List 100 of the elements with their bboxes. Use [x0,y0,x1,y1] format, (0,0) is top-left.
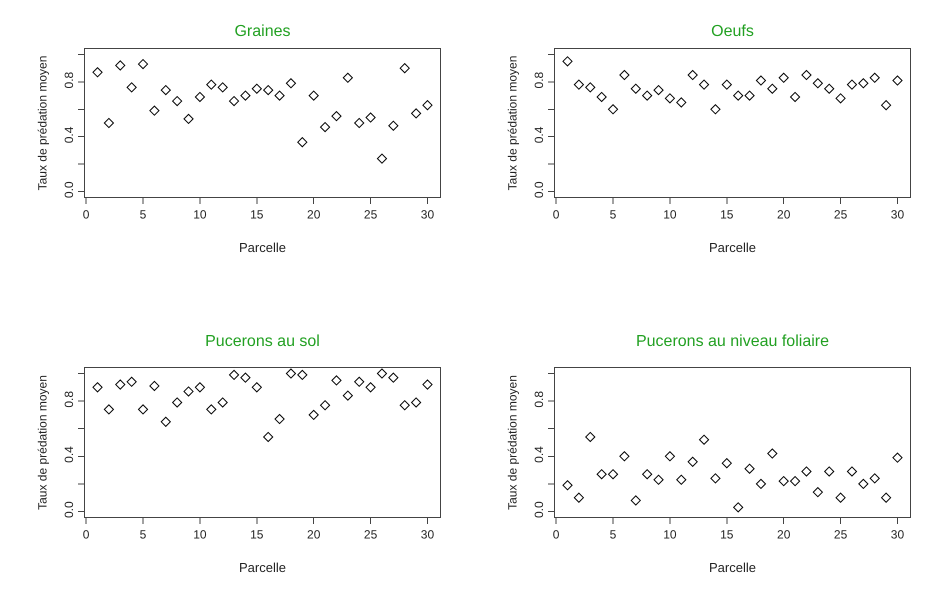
point [642,469,652,480]
point [790,92,800,102]
y-axis-title: Taux de prédation moyen [36,56,50,190]
point [756,478,766,489]
x-tick-label: 10 [193,207,207,222]
x-tick-label: 30 [890,527,904,542]
point [194,92,205,102]
point [286,368,296,379]
point [653,85,664,96]
point [376,368,388,379]
point [608,469,618,480]
point [274,90,285,101]
chart-title: Graines [234,23,291,40]
point [710,104,720,114]
x-tick-label: 15 [250,207,264,222]
x-tick-label: 15 [250,527,264,542]
point [881,100,892,110]
point [240,90,250,101]
point [664,93,675,104]
y-tick-label: 0.4 [532,446,546,463]
point [115,380,126,390]
point [722,80,732,90]
point [562,56,573,66]
point [642,90,652,101]
point [688,456,698,467]
point [172,96,182,106]
x-tick-label: 20 [777,207,791,222]
point [160,85,171,96]
chart-title: Pucerons au sol [205,333,320,350]
point [892,452,903,463]
point [308,90,319,101]
y-tick-label: 0.4 [62,446,76,463]
point [126,376,137,387]
x-tick-label: 25 [364,207,378,222]
y-tick-label: 0.4 [62,126,76,144]
point [699,80,710,90]
point [744,90,755,101]
point [619,451,630,462]
point [411,397,422,408]
point [354,118,364,128]
point [218,397,228,408]
point [183,386,194,396]
point [836,93,846,104]
x-tick-label: 0 [82,207,90,222]
point [194,382,205,392]
point [149,106,160,116]
point [252,84,262,94]
point [778,476,789,486]
x-tick-label: 0 [552,527,560,542]
x-tick-label: 0 [552,207,560,222]
x-axis-title: Parcelle [239,560,286,575]
point [858,478,868,489]
point [812,78,823,88]
point [676,474,686,485]
y-axis-title: Taux de prédation moyen [506,375,520,510]
point [92,382,103,392]
point [790,476,800,486]
point [422,100,433,110]
y-tick-label: 0.0 [532,181,546,198]
x-tick-label: 20 [777,527,791,542]
point [411,108,422,118]
point [722,458,732,468]
point [630,84,641,94]
point [824,466,834,477]
point [376,154,388,164]
y-axis-title: Taux de prédation moyen [36,375,50,510]
point [585,432,596,442]
x-tick-label: 10 [663,527,677,542]
point [218,82,228,92]
point [308,410,319,420]
point [664,451,675,462]
point [286,78,296,88]
point [574,80,584,90]
y-tick-label: 0.0 [62,501,76,518]
x-tick-label: 5 [610,207,617,222]
point [172,397,182,408]
y-tick-label: 0.0 [532,501,546,518]
point [778,72,789,83]
point [870,473,880,484]
x-tick-label: 25 [834,527,848,542]
y-tick-label: 0.8 [532,390,546,408]
point [138,59,148,70]
chart-title: Pucerons au niveau foliaire [636,333,830,350]
point [104,118,114,128]
point [160,416,171,427]
point [104,404,114,414]
point [801,466,812,477]
x-tick-label: 15 [720,207,734,222]
y-tick-label: 0.0 [62,181,76,198]
point [263,432,274,442]
point [331,111,342,122]
point [630,495,641,506]
x-tick-label: 30 [420,207,434,222]
point [366,112,376,123]
y-tick-label: 0.8 [62,390,76,408]
point [688,70,698,80]
point [183,114,194,124]
x-axis-title: Parcelle [709,560,756,575]
y-axis-title: Taux de prédation moyen [506,56,520,190]
point [574,492,584,503]
